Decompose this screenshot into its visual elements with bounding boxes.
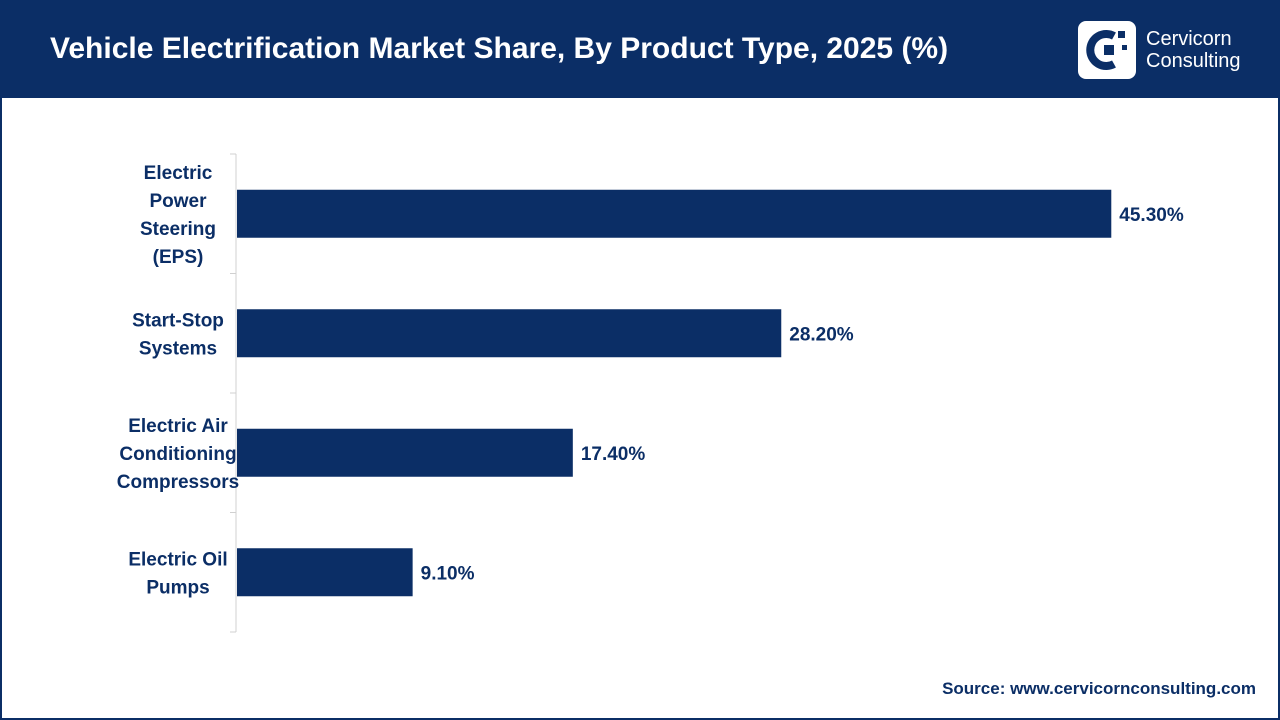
- category-label: Start-Stop Systems: [132, 310, 224, 359]
- logo-text: Cervicorn Consulting: [1146, 28, 1241, 72]
- data-label: 28.20%: [789, 324, 854, 345]
- category-label: Electric Power Steering (EPS): [140, 163, 216, 268]
- header-bar: Vehicle Electrification Market Share, By…: [2, 2, 1278, 98]
- bar: [237, 428, 573, 477]
- category-label-line: Conditioning: [119, 444, 236, 465]
- logo-line-1: Cervicorn: [1146, 28, 1232, 50]
- logo-icon: [1078, 21, 1136, 79]
- bar: [237, 548, 413, 597]
- bar: [237, 309, 782, 358]
- category-label-line: (EPS): [153, 247, 204, 268]
- category-label-line: Steering: [140, 219, 216, 240]
- category-label-line: Electric Air: [128, 416, 228, 437]
- category-label-line: Electric Oil: [128, 549, 227, 570]
- category-label-line: Compressors: [117, 472, 240, 493]
- data-label: 9.10%: [421, 563, 475, 584]
- source-text: Source: www.cervicornconsulting.com: [942, 679, 1256, 698]
- bar: [237, 189, 1112, 238]
- category-label-line: Systems: [139, 338, 217, 359]
- category-label-line: Power: [149, 191, 207, 212]
- category-label: Electric Oil Pumps: [128, 549, 227, 598]
- page-title: Vehicle Electrification Market Share, By…: [50, 32, 949, 65]
- data-label: 45.30%: [1119, 205, 1184, 226]
- category-label: Electric Air Conditioning Compressors: [117, 416, 240, 493]
- data-label: 17.40%: [581, 444, 646, 465]
- brand-logo: Cervicorn Consulting: [1078, 21, 1241, 79]
- category-label-line: Electric: [144, 163, 213, 184]
- category-label-line: Pumps: [146, 577, 209, 598]
- category-label-line: Start-Stop: [132, 310, 224, 331]
- logo-line-2: Consulting: [1146, 50, 1241, 72]
